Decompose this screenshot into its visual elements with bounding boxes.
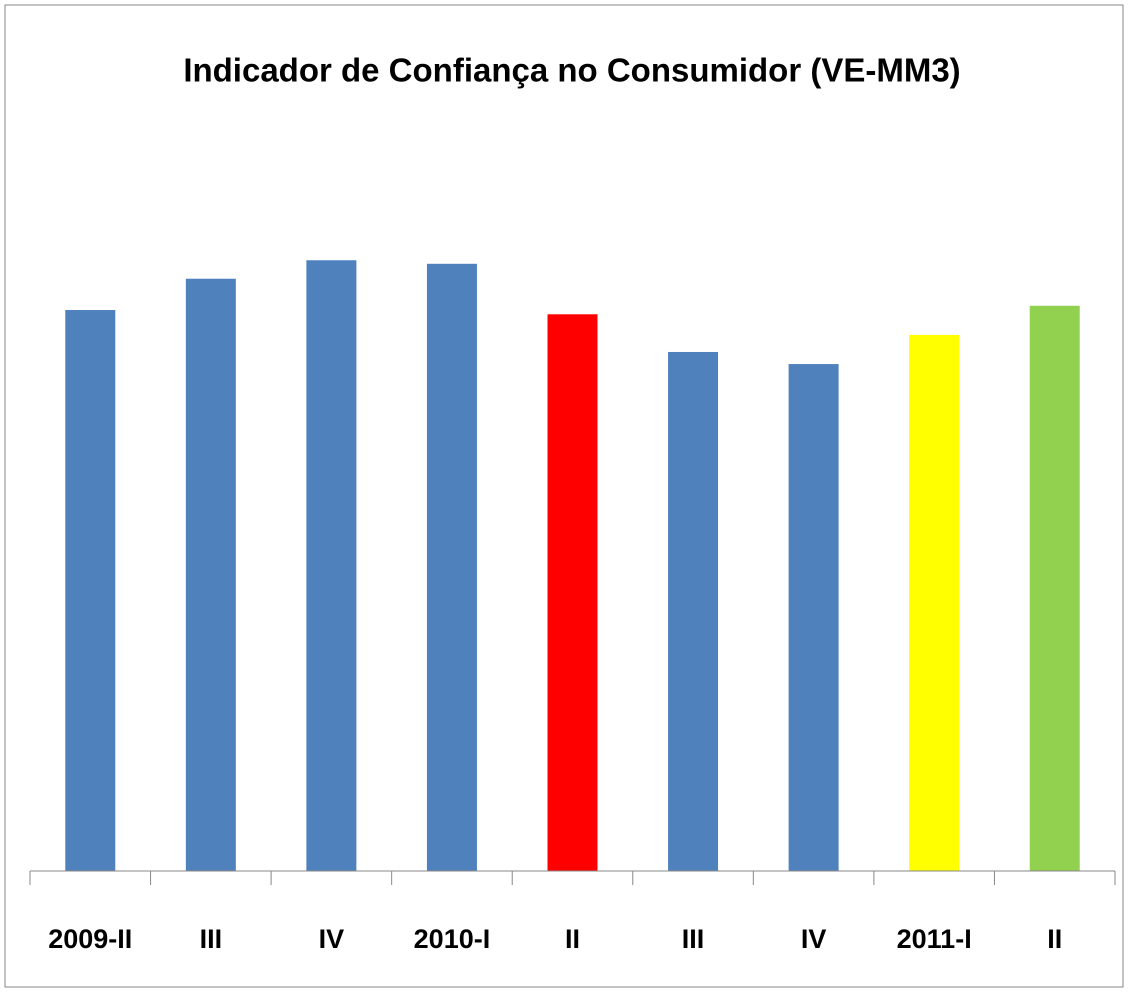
bar	[426, 263, 477, 871]
x-tick-label: III	[200, 924, 223, 954]
bar	[185, 278, 236, 871]
bar	[65, 310, 116, 871]
chart-title: Indicador de Confiança no Consumidor (VE…	[183, 52, 960, 89]
x-tick-label: 2010-I	[414, 924, 491, 954]
bar	[788, 364, 839, 871]
x-tick-label: IV	[319, 924, 345, 954]
x-tick-label: III	[682, 924, 705, 954]
x-tick-label: 2011-I	[897, 924, 972, 954]
x-tick-label: IV	[801, 924, 827, 954]
bar	[909, 334, 960, 871]
bar	[1029, 305, 1080, 871]
x-tick-label: II	[1047, 924, 1062, 954]
bar	[668, 351, 719, 872]
bar	[306, 260, 357, 872]
bar	[547, 314, 598, 871]
x-tick-label: II	[565, 924, 580, 954]
x-tick-label: 2009-II	[48, 924, 132, 954]
